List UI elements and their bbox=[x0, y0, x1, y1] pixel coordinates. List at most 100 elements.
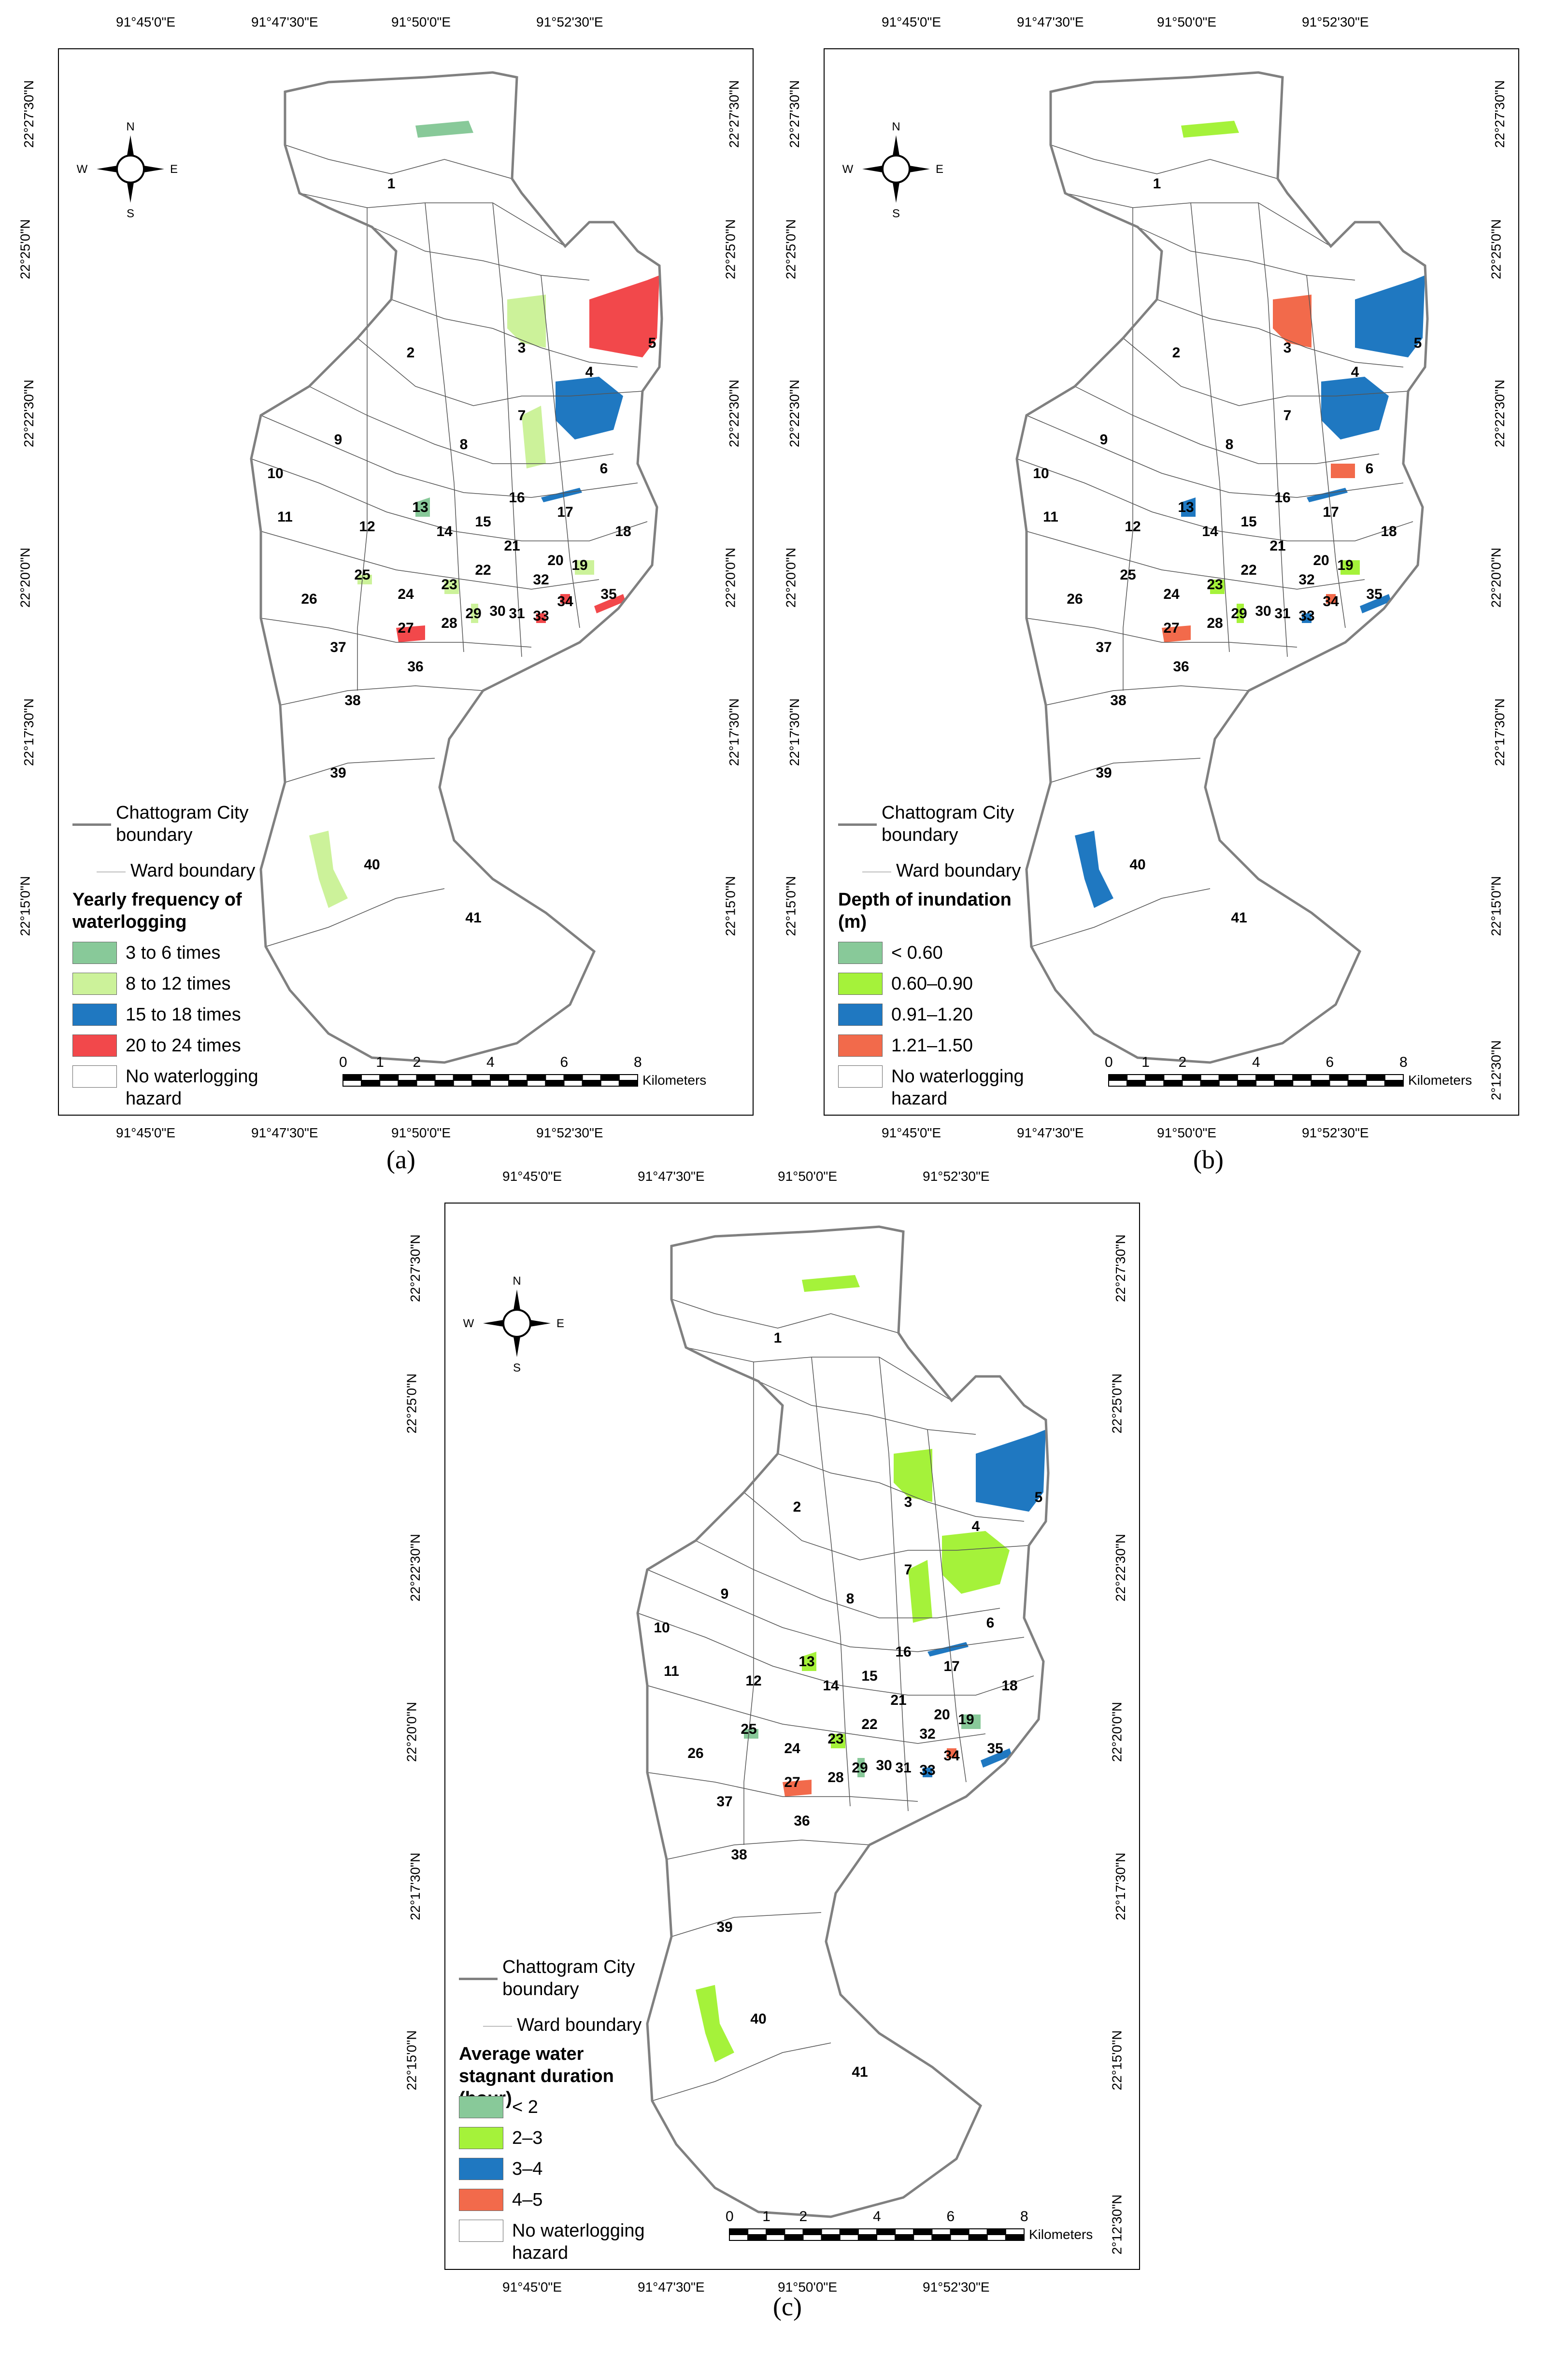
ward-boundary-line bbox=[777, 1453, 1025, 1522]
ward-label-14: 14 bbox=[1202, 524, 1218, 539]
ward-label-7: 7 bbox=[1283, 408, 1292, 424]
hazard-area-ward-13 bbox=[1181, 497, 1196, 517]
panel-caption-a: (a) bbox=[386, 1145, 415, 1174]
ward-boundary-line bbox=[357, 338, 643, 406]
ward-label-27: 27 bbox=[784, 1774, 800, 1790]
legend-city-boundary-line bbox=[72, 823, 111, 826]
scale-unit-label: Kilometers bbox=[1408, 1073, 1472, 1088]
left-coord-label: 22°25'0"N bbox=[404, 1373, 419, 1434]
ward-boundary-line bbox=[299, 193, 566, 247]
left-coord-label: 22°22'30"N bbox=[21, 379, 37, 448]
ward-boundary-line bbox=[879, 1357, 909, 1812]
ward-boundary-line bbox=[265, 888, 445, 947]
ward-label-16: 16 bbox=[1274, 490, 1290, 506]
bottom-coord-label: 91°50'0"E bbox=[391, 1125, 451, 1140]
ward-label-3: 3 bbox=[1283, 340, 1292, 356]
hazard-area-ward-3 bbox=[1273, 295, 1312, 348]
city-boundary bbox=[1015, 71, 1429, 1064]
ward-boundary-line bbox=[647, 1685, 986, 1744]
hazard-area-ward-27 bbox=[1162, 625, 1191, 642]
ward-label-14: 14 bbox=[823, 1678, 839, 1694]
scale-tick-label: 6 bbox=[1326, 1054, 1334, 1070]
hazard-area-ward-17 bbox=[1307, 488, 1348, 502]
ward-label-40: 40 bbox=[1129, 857, 1145, 873]
ward-label-8: 8 bbox=[460, 437, 468, 453]
ward-boundary-line bbox=[285, 758, 435, 783]
ward-label-32: 32 bbox=[533, 572, 549, 588]
scale-unit-label: Kilometers bbox=[642, 1073, 707, 1088]
ward-boundary-line bbox=[695, 1540, 1000, 1618]
hazard-area-ward-33 bbox=[1302, 613, 1312, 623]
legend-swatch-4 bbox=[72, 1034, 117, 1057]
hazard-area-ward-34 bbox=[1326, 594, 1336, 604]
ward-boundary-line bbox=[1026, 531, 1365, 590]
ward-boundary-line bbox=[492, 202, 522, 657]
hazard-area-ward-34 bbox=[947, 1748, 956, 1758]
ward-boundary-line bbox=[1026, 415, 1404, 498]
top-coord-label: 91°52'30"E bbox=[536, 14, 603, 29]
legend-none-label: No waterlogging hazard bbox=[126, 1066, 258, 1109]
hazard-area-ward-23 bbox=[831, 1734, 845, 1748]
ward-label-33: 33 bbox=[1298, 608, 1314, 624]
scale-tick-label: 1 bbox=[1141, 1054, 1150, 1070]
bottom-coord-label: 91°52'30"E bbox=[536, 1125, 603, 1140]
scale-tick-label: 0 bbox=[339, 1054, 347, 1070]
scale-tick-label: 8 bbox=[1399, 1054, 1408, 1070]
map-b: 12 34567891011121314151617181920212223242… bbox=[842, 71, 1429, 1087]
ward-boundary-line bbox=[1050, 758, 1201, 783]
left-coord-label: 22°25'0"N bbox=[783, 219, 798, 280]
ward-label-15: 15 bbox=[475, 514, 491, 530]
right-coord-label: 22°17'30"N bbox=[1113, 1852, 1128, 1921]
scale-tick-label: 4 bbox=[486, 1054, 495, 1070]
top-coord-label: 91°47'30"E bbox=[638, 1169, 705, 1184]
ward-label-4: 4 bbox=[585, 364, 594, 380]
ward-boundary-line bbox=[652, 2042, 831, 2101]
legend-swatch-2 bbox=[72, 973, 117, 995]
bottom-coord-label: 91°45'0"E bbox=[116, 1125, 176, 1140]
ward-label-3: 3 bbox=[904, 1494, 912, 1510]
ward-label-16: 16 bbox=[895, 1644, 911, 1660]
left-coord-label: 22°15'0"N bbox=[17, 876, 33, 936]
right-coord-label: 22°15'0"N bbox=[723, 876, 738, 936]
legend-class-label-1: 3 to 6 times bbox=[126, 943, 221, 963]
ward-label-29: 29 bbox=[1231, 606, 1247, 622]
scale-tick-label: 0 bbox=[1105, 1054, 1113, 1070]
hazard-area-ward-5 bbox=[976, 1430, 1046, 1512]
ward-label-12: 12 bbox=[359, 519, 375, 535]
ward-label-7: 7 bbox=[904, 1562, 912, 1578]
hazard-area-ward-5 bbox=[1355, 275, 1425, 357]
bottom-coord-label: 91°50'0"E bbox=[1157, 1125, 1217, 1140]
legend-swatch-1 bbox=[72, 942, 117, 964]
ward-label-19: 19 bbox=[571, 557, 587, 573]
ward-boundary-line bbox=[1156, 299, 1404, 368]
legend-city-boundary-label: Chattogram City boundary bbox=[502, 1957, 635, 1999]
ward-boundary-line bbox=[280, 685, 484, 706]
ward-label-27: 27 bbox=[398, 620, 413, 636]
ward-label-37: 37 bbox=[716, 1794, 732, 1810]
right-coord-label: 22°22'30"N bbox=[727, 379, 742, 448]
ward-label-34: 34 bbox=[943, 1748, 960, 1764]
left-coord-label: 22°20'0"N bbox=[17, 547, 33, 608]
ward-label-28: 28 bbox=[441, 615, 457, 631]
hazard-area-ward-17 bbox=[927, 1642, 969, 1657]
compass-letter-s: S bbox=[892, 207, 900, 220]
hazard-area-ward-6 bbox=[1331, 464, 1355, 478]
panel-caption-c: (c) bbox=[773, 2292, 802, 2321]
ward-label-32: 32 bbox=[1298, 572, 1314, 588]
hazard-area-ward-25 bbox=[744, 1729, 758, 1739]
left-coord-label: 22°17'30"N bbox=[21, 698, 37, 766]
hazard-area-ward-7 bbox=[908, 1560, 932, 1623]
legend-swatch-3 bbox=[459, 2158, 503, 2180]
right-coord-label: 22°20'0"N bbox=[1109, 1701, 1125, 1762]
ward-label-35: 35 bbox=[987, 1741, 1003, 1757]
hazard-area-ward-4 bbox=[556, 377, 623, 439]
ward-label-6: 6 bbox=[986, 1615, 995, 1631]
ward-label-6: 6 bbox=[1366, 461, 1374, 477]
scale-bar bbox=[1108, 1074, 1404, 1087]
hazard-area-ward-29 bbox=[471, 604, 478, 623]
ward-label-22: 22 bbox=[1240, 562, 1256, 578]
ward-boundary-line bbox=[671, 1912, 822, 1937]
hazard-area-ward-13 bbox=[415, 497, 430, 517]
ward-label-11: 11 bbox=[277, 509, 293, 525]
ward-label-30: 30 bbox=[876, 1757, 892, 1773]
